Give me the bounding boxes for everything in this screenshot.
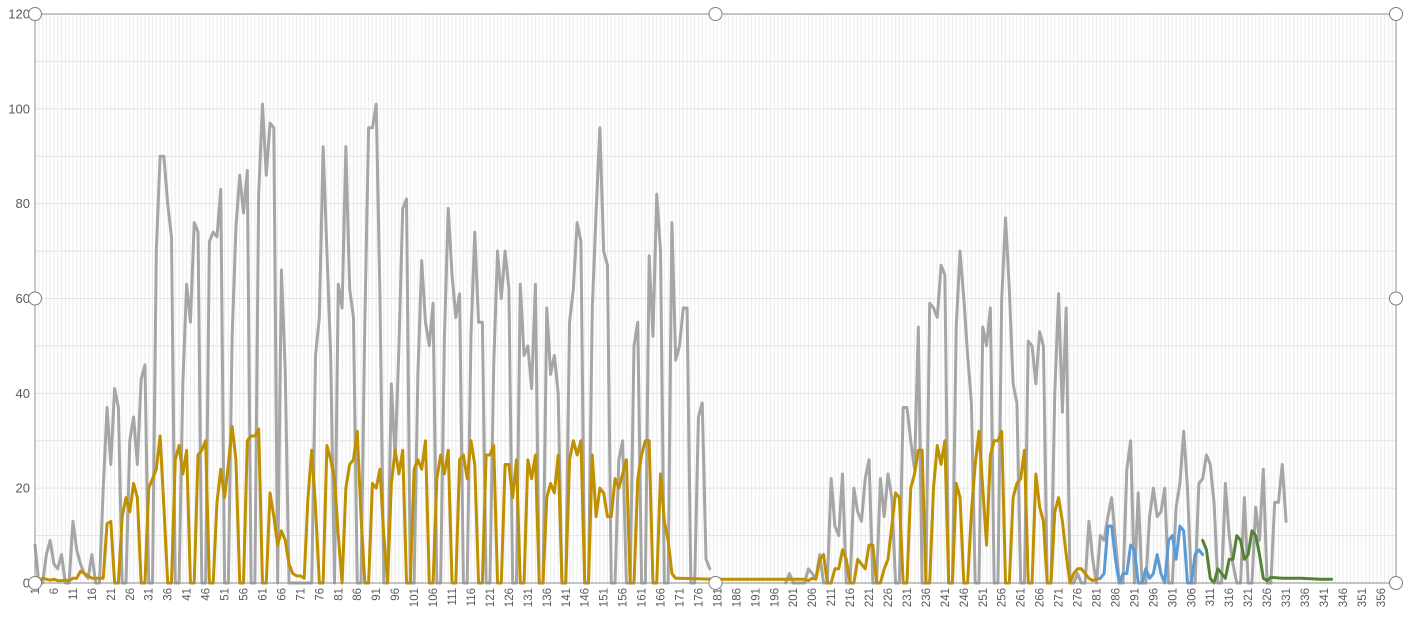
- y-tick-label: 40: [16, 386, 30, 401]
- x-tick-label: 326: [1262, 588, 1274, 607]
- x-tick-label: 181: [712, 588, 724, 607]
- x-tick-label: 256: [997, 588, 1009, 607]
- x-tick-label: 271: [1054, 588, 1066, 607]
- x-tick-label: 286: [1110, 588, 1122, 607]
- x-tick-label: 106: [428, 588, 440, 607]
- x-tick-label: 141: [561, 588, 573, 607]
- x-tick-label: 136: [542, 588, 554, 607]
- resize-handle[interactable]: [708, 576, 723, 590]
- x-tick-label: 281: [1092, 588, 1104, 607]
- x-tick-label: 131: [523, 588, 535, 607]
- x-tick-label: 66: [276, 588, 288, 601]
- x-tick-label: 276: [1073, 588, 1085, 607]
- x-tick-label: 301: [1167, 588, 1179, 607]
- x-tick-label: 221: [864, 588, 876, 607]
- x-tick-label: 251: [978, 588, 990, 607]
- x-tick-label: 291: [1129, 588, 1141, 607]
- x-tick-label: 31: [144, 588, 156, 601]
- x-tick-label: 336: [1300, 588, 1312, 607]
- y-tick-label: 80: [16, 196, 30, 211]
- x-tick-label: 351: [1357, 588, 1369, 607]
- x-tick-label: 356: [1376, 588, 1388, 607]
- x-tick-label: 236: [921, 588, 933, 607]
- x-tick-label: 316: [1224, 588, 1236, 607]
- x-tick-label: 91: [371, 588, 383, 601]
- x-tick-label: 196: [769, 588, 781, 607]
- x-tick-label: 16: [87, 588, 99, 601]
- x-tick-label: 311: [1205, 588, 1217, 606]
- x-tick-label: 146: [580, 588, 592, 607]
- x-tick-label: 111: [447, 588, 459, 605]
- y-tick-label: 20: [16, 481, 30, 496]
- x-tick-label: 86: [352, 588, 364, 601]
- series-line: [1098, 524, 1205, 585]
- resize-handle[interactable]: [1389, 576, 1403, 590]
- x-tick-label: 26: [125, 588, 137, 601]
- resize-handle[interactable]: [1389, 7, 1403, 21]
- x-tick-label: 296: [1148, 588, 1160, 607]
- x-tick-label: 211: [826, 588, 838, 606]
- x-tick-label: 51: [220, 588, 232, 601]
- x-tick-label: 231: [902, 588, 914, 607]
- x-tick-label: 46: [201, 588, 213, 601]
- x-tick-label: 1: [30, 588, 42, 594]
- x-tick-label: 306: [1186, 588, 1198, 607]
- resize-handle[interactable]: [28, 576, 42, 590]
- x-tick-label: 321: [1243, 588, 1255, 607]
- x-tick-label: 121: [485, 588, 497, 607]
- x-tick-label: 96: [390, 588, 402, 601]
- resize-handle[interactable]: [28, 7, 42, 21]
- x-tick-label: 116: [466, 588, 478, 606]
- x-tick-label: 126: [504, 588, 516, 607]
- x-tick-label: 171: [674, 588, 686, 607]
- x-tick-label: 76: [314, 588, 326, 601]
- resize-handle[interactable]: [1389, 291, 1403, 306]
- x-tick-label: 206: [807, 588, 819, 607]
- x-tick-label: 161: [637, 588, 649, 607]
- x-tick-label: 151: [599, 588, 611, 607]
- y-tick-label: 60: [16, 291, 30, 306]
- x-tick-label: 11: [68, 588, 80, 600]
- x-tick-label: 166: [656, 588, 668, 607]
- y-tick-label: 100: [8, 101, 30, 116]
- x-tick-label: 56: [239, 588, 251, 601]
- x-tick-label: 186: [731, 588, 743, 607]
- y-tick-label: 0: [23, 576, 30, 591]
- series-line: [1201, 529, 1334, 585]
- resize-handle[interactable]: [28, 291, 42, 306]
- x-tick-label: 261: [1016, 588, 1028, 607]
- x-tick-label: 71: [295, 588, 307, 601]
- resize-handles[interactable]: [28, 7, 1403, 590]
- x-tick-label: 156: [618, 588, 630, 607]
- x-tick-label: 201: [788, 588, 800, 607]
- x-tick-label: 246: [959, 588, 971, 607]
- x-tick-label: 176: [693, 588, 705, 607]
- x-tick-label: 216: [845, 588, 857, 607]
- x-tick-label: 241: [940, 588, 952, 607]
- x-tick-label: 6: [49, 588, 61, 594]
- x-tick-label: 331: [1281, 588, 1293, 607]
- x-tick-label: 81: [333, 588, 345, 601]
- x-tick-label: 101: [409, 588, 421, 607]
- x-tick-label: 36: [163, 588, 175, 601]
- x-tick-label: 21: [106, 588, 118, 601]
- x-tick-label: 191: [750, 588, 762, 607]
- resize-handle[interactable]: [708, 7, 723, 21]
- x-tick-label: 226: [883, 588, 895, 607]
- x-tick-label: 266: [1035, 588, 1047, 607]
- x-tick-label: 346: [1338, 588, 1350, 607]
- y-tick-label: 120: [8, 7, 30, 22]
- x-tick-label: 341: [1319, 588, 1331, 607]
- x-tick-label: 61: [257, 588, 269, 601]
- x-tick-label: 41: [182, 588, 194, 601]
- gridlines: [34, 14, 1397, 583]
